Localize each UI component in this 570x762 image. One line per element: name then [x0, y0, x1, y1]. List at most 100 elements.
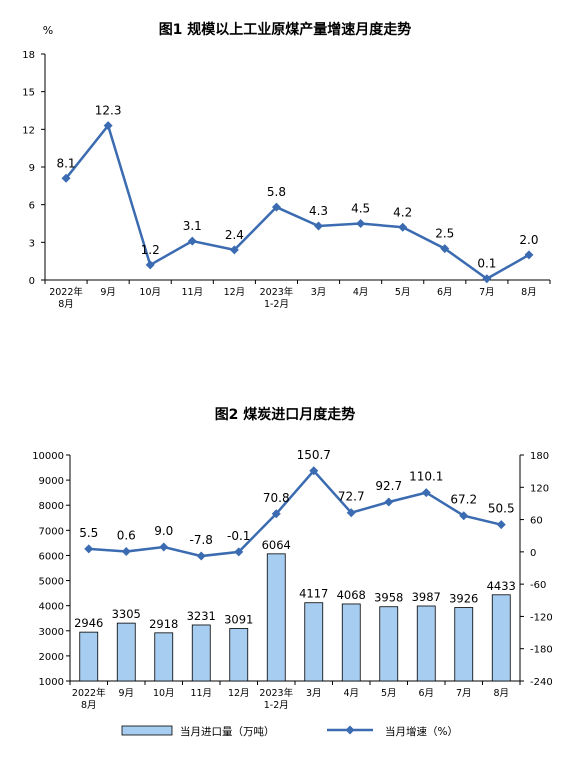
chart2-bar-label: 4068 [337, 588, 366, 602]
chart2-y-tick-label: 7000 [39, 526, 64, 537]
chart1-data-point [356, 219, 366, 228]
chart2-growth-point [459, 511, 469, 521]
chart2-x-tick-label: 7月 [456, 688, 472, 699]
chart2-growth-label: 67.2 [450, 493, 477, 507]
legend-line-marker [345, 725, 355, 735]
chart2-growth-point [421, 488, 431, 498]
chart2-bar-label: 3926 [449, 592, 478, 606]
chart2-growth-point [496, 520, 506, 530]
chart1-series-line [65, 122, 530, 281]
chart1-data-point [229, 245, 239, 255]
chart1-data-point [187, 236, 197, 246]
chart2-growth-point [84, 544, 94, 554]
chart2-y2-tick-label: -120 [530, 612, 553, 623]
chart1-x-tick-label: 2023年 [260, 286, 294, 298]
chart2-growth-label: 110.1 [409, 470, 443, 484]
chart1-data-label: 8.1 [56, 156, 75, 170]
chart2-x-tick-label: 1-2月 [264, 700, 289, 711]
chart1-y-tick-label: 0 [29, 276, 35, 287]
chart2-growth-label: 72.7 [338, 490, 365, 504]
chart1-data-label: 0.1 [477, 257, 496, 271]
chart1-x-tick-label: 11月 [181, 287, 203, 298]
chart1-x-tick-label: 4月 [353, 287, 369, 298]
chart2-y-tick-label: 10000 [32, 451, 64, 462]
chart1-x-tick-label: 9月 [100, 287, 116, 298]
chart2-bar-label: 3987 [412, 590, 441, 604]
chart2-x-tick-label: 2023年 [259, 687, 293, 699]
chart1-data-label: 2.5 [435, 227, 454, 241]
chart2-growth-label: 0.6 [117, 529, 136, 543]
chart2-bar [379, 606, 399, 682]
chart2-bar [266, 553, 286, 682]
chart1-y-tick-label: 9 [29, 163, 35, 174]
chart2-y-tick-label: 9000 [39, 476, 64, 487]
chart2-x-tick-label: 3月 [306, 688, 322, 699]
chart2-x-tick-label: 8月 [493, 688, 509, 699]
chart2-bar-label: 3958 [374, 591, 403, 605]
chart2-bar [416, 605, 436, 682]
chart1-data-label: 2.0 [519, 233, 538, 247]
chart1-data-point [314, 221, 324, 231]
chart1-data-label: 4.3 [309, 204, 328, 218]
legend-bar-label: 当月进口量（万吨） [180, 725, 275, 738]
chart2-x-tick-label: 5月 [381, 688, 397, 699]
chart2-bar-label: 3231 [187, 609, 216, 623]
chart1-y-tick-label: 12 [22, 125, 35, 136]
chart2-x-tick-label: 10月 [153, 688, 175, 699]
chart1-x-tick-label: 12月 [224, 287, 246, 298]
chart2-y2-tick-label: -240 [530, 677, 553, 688]
chart2-bar [229, 628, 249, 682]
chart2-growth-label: -0.1 [227, 529, 250, 543]
chart1-data-point [482, 274, 492, 284]
chart2-growth-point [346, 508, 356, 518]
chart1-data-label: 12.3 [95, 104, 122, 118]
chart2-bar [304, 602, 324, 682]
chart1-data-label: 4.5 [351, 202, 370, 216]
chart1-y-tick-label: 6 [29, 201, 35, 212]
chart1-x-tick-label: 7月 [479, 287, 495, 298]
chart2-y2-tick-label: 120 [530, 483, 549, 494]
chart2-y2-tick-label: 60 [530, 516, 543, 527]
chart2-bar [116, 622, 136, 682]
chart2-growth-point [159, 542, 169, 552]
chart1-x-tick-label: 5月 [395, 287, 411, 298]
chart1-data-label: 2.4 [225, 228, 244, 242]
chart1-data-point [398, 222, 408, 232]
chart2-x-tick-label: 12月 [228, 688, 250, 699]
chart1-data-point [440, 244, 450, 254]
chart2-x-tick-label: 11月 [190, 688, 212, 699]
chart2-growth-point [309, 466, 319, 476]
chart1-x-tick-label: 6月 [437, 287, 453, 298]
chart2-title: 图2 煤炭进口月度走势 [215, 406, 356, 423]
chart2-growth-label: 70.8 [263, 491, 290, 505]
chart2-growth-label: -7.8 [190, 533, 213, 547]
chart1-data-point [271, 202, 281, 212]
chart2-growth-point [234, 547, 244, 557]
chart2-x-tick-label: 6月 [418, 688, 434, 699]
chart2-growth-label: 9.0 [154, 524, 173, 538]
chart2-bar [79, 631, 99, 682]
chart2-growth-point [121, 547, 131, 557]
chart1-x-tick-label: 8月 [58, 299, 74, 310]
chart1-x-tick-label: 1-2月 [264, 299, 289, 310]
chart2-y-tick-label: 3000 [39, 627, 64, 638]
chart2-growth-label: 92.7 [375, 479, 402, 493]
chart1-title: 图1 规模以上工业原煤产量增速月度走势 [159, 21, 412, 38]
chart1-y-tick-label: 15 [22, 88, 35, 99]
chart1-data-label: 3.1 [183, 219, 202, 233]
legend-line-label: 当月增速（%） [385, 725, 458, 738]
chart2-y-tick-label: 4000 [39, 602, 64, 613]
chart1-x-tick-label: 10月 [139, 287, 161, 298]
chart2-y-tick-label: 8000 [39, 501, 64, 512]
chart2-bar-label: 2918 [149, 617, 178, 631]
chart1-data-label: 4.2 [393, 205, 412, 219]
chart2-y2-tick-label: -180 [530, 645, 553, 656]
chart2-y-tick-label: 1000 [39, 677, 64, 688]
chart2-x-tick-label: 4月 [343, 688, 359, 699]
chart2-y2-tick-label: 180 [530, 451, 549, 462]
chart2-growth-label: 50.5 [488, 502, 515, 516]
chart2-bar-label: 4433 [487, 579, 516, 593]
chart2-growth-label: 150.7 [297, 448, 331, 462]
chart2-x-tick-label: 8月 [81, 700, 97, 711]
